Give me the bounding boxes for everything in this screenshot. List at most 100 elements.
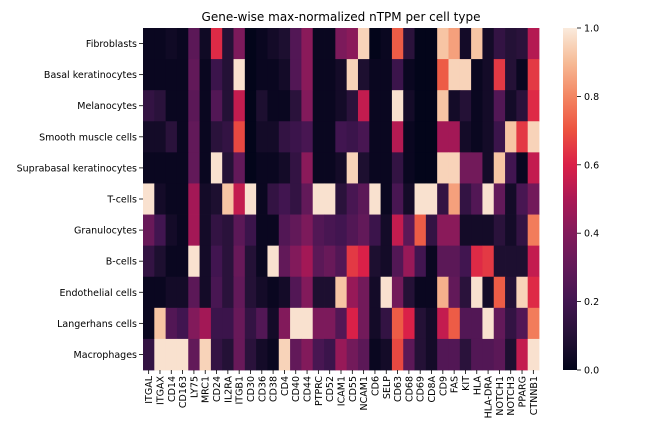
- heatmap-cell: [244, 121, 257, 153]
- heatmap-cell: [369, 152, 381, 184]
- heatmap-cell: [448, 245, 461, 278]
- heatmap-cell: [199, 152, 212, 184]
- colorbar: 0.0 0.2 0.4 0.6 0.8 1.0: [563, 24, 599, 377]
- heatmap-cell: [335, 338, 348, 371]
- colorbar-tick-label: 0.4: [584, 229, 599, 240]
- column-label: CD40: [291, 376, 302, 402]
- heatmap-cell: [459, 121, 472, 153]
- heatmap-cell: [256, 90, 268, 122]
- heatmap-cell: [267, 276, 280, 309]
- heatmap-cell: [267, 307, 280, 340]
- heatmap-cell: [516, 307, 529, 340]
- heatmap-cell: [244, 28, 257, 60]
- heatmap-cell: [324, 183, 336, 215]
- heatmap-cell: [493, 307, 506, 340]
- heatmap-cell: [403, 152, 415, 184]
- heatmap-cell: [199, 90, 212, 122]
- heatmap-cell: [425, 214, 438, 247]
- heatmap-cell: [335, 276, 348, 309]
- row-label: Fibroblasts: [86, 39, 137, 50]
- heatmap-cell: [233, 214, 246, 247]
- heatmap-cell: [278, 28, 291, 60]
- heatmap-cell: [516, 214, 529, 247]
- heatmap-cell: [222, 183, 234, 215]
- column-label: ITGAX: [155, 376, 166, 405]
- heatmap-cell: [324, 90, 336, 122]
- heatmap-cell: [154, 276, 167, 309]
- heatmap-cell: [188, 28, 200, 60]
- heatmap-cell: [471, 121, 483, 153]
- heatmap-cell: [459, 245, 472, 278]
- heatmap-cell: [448, 276, 461, 309]
- heatmap-cell: [403, 90, 415, 122]
- heatmap-cell: [505, 152, 517, 184]
- heatmap-cell: [312, 276, 325, 309]
- heatmap-cell: [290, 59, 302, 91]
- heatmap-cell: [437, 59, 449, 91]
- heatmap-cell: [516, 152, 529, 184]
- heatmap-cell: [324, 276, 336, 309]
- heatmap-cell: [527, 59, 540, 91]
- heatmap-cell: [290, 90, 302, 122]
- heatmap-cell: [380, 121, 393, 153]
- column-label: CD24: [212, 376, 223, 402]
- heatmap-cell: [516, 338, 529, 371]
- heatmap-cell: [403, 245, 415, 278]
- row-labels: Fibroblasts Basal keratinocytes Melanocyte…: [17, 39, 143, 361]
- row-label: Melanocytes: [77, 101, 137, 112]
- heatmap-cell: [380, 276, 393, 309]
- heatmap-cell: [256, 214, 268, 247]
- heatmap-cell: [482, 59, 495, 91]
- heatmap-cell: [199, 307, 212, 340]
- heatmap-cell: [312, 183, 325, 215]
- heatmap-cell: [516, 59, 529, 91]
- heatmap-cell: [403, 214, 415, 247]
- heatmap-cell: [210, 245, 223, 278]
- heatmap-cell: [199, 276, 212, 309]
- heatmap-cell: [448, 307, 461, 340]
- row-label: Granulocytes: [74, 226, 137, 237]
- heatmap-cell: [391, 338, 404, 371]
- heatmap-cell: [278, 338, 291, 371]
- heatmap-cell: [176, 214, 189, 247]
- heatmap-cell: [176, 28, 189, 60]
- heatmap-cell: [256, 59, 268, 91]
- colorbar-bar: [563, 28, 577, 370]
- heatmap-cell: [471, 245, 483, 278]
- heatmap-cell: [369, 59, 381, 91]
- heatmap-cell: [335, 307, 348, 340]
- heatmap-cell: [199, 338, 212, 371]
- row-label: B-cells: [106, 257, 137, 268]
- heatmap-cell: [222, 90, 234, 122]
- heatmap-cell: [425, 90, 438, 122]
- heatmap-cell: [357, 121, 370, 153]
- heatmap-cell: [380, 28, 393, 60]
- column-labels: ITGAL ITGAX CD14 CD163 LY75 MRC1 CD24 IL2RA ITGB…: [144, 370, 540, 418]
- heatmap-cell: [290, 307, 302, 340]
- heatmap-cell: [256, 276, 268, 309]
- heatmap-cell: [143, 121, 155, 153]
- heatmap-cell: [335, 28, 348, 60]
- heatmap-cell: [267, 28, 280, 60]
- heatmap-cell: [256, 307, 268, 340]
- heatmap-cell: [391, 152, 404, 184]
- heatmap-cell: [425, 338, 438, 371]
- heatmap-cell: [244, 214, 257, 247]
- heatmap-cell: [482, 276, 495, 309]
- heatmap-cell: [482, 183, 495, 215]
- heatmap-cell: [403, 59, 415, 91]
- heatmap-cell: [403, 121, 415, 153]
- heatmap-cell: [346, 152, 359, 184]
- heatmap-cell: [256, 152, 268, 184]
- heatmap-cell: [369, 90, 381, 122]
- heatmap-cell: [414, 245, 427, 278]
- heatmap-cell: [324, 307, 336, 340]
- heatmap-cell: [357, 214, 370, 247]
- heatmap-cell: [324, 245, 336, 278]
- heatmap-cell: [290, 183, 302, 215]
- heatmap-cell: [527, 307, 540, 340]
- column-label: ICAM1: [337, 376, 348, 406]
- heatmap-cell: [357, 59, 370, 91]
- heatmap-cell: [414, 307, 427, 340]
